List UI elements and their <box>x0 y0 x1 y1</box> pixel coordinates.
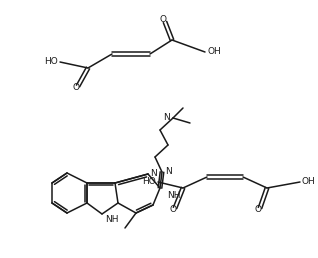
Text: OH: OH <box>302 178 316 187</box>
Text: O: O <box>160 15 167 25</box>
Text: N: N <box>165 167 172 176</box>
Text: O: O <box>169 206 176 214</box>
Text: NH: NH <box>105 214 119 223</box>
Text: HO: HO <box>44 58 58 67</box>
Text: N: N <box>150 168 157 178</box>
Text: O: O <box>254 206 261 214</box>
Text: OH: OH <box>207 47 221 57</box>
Text: HO: HO <box>142 178 156 187</box>
Text: O: O <box>73 84 80 93</box>
Text: N: N <box>163 114 170 123</box>
Text: NH: NH <box>167 190 181 199</box>
